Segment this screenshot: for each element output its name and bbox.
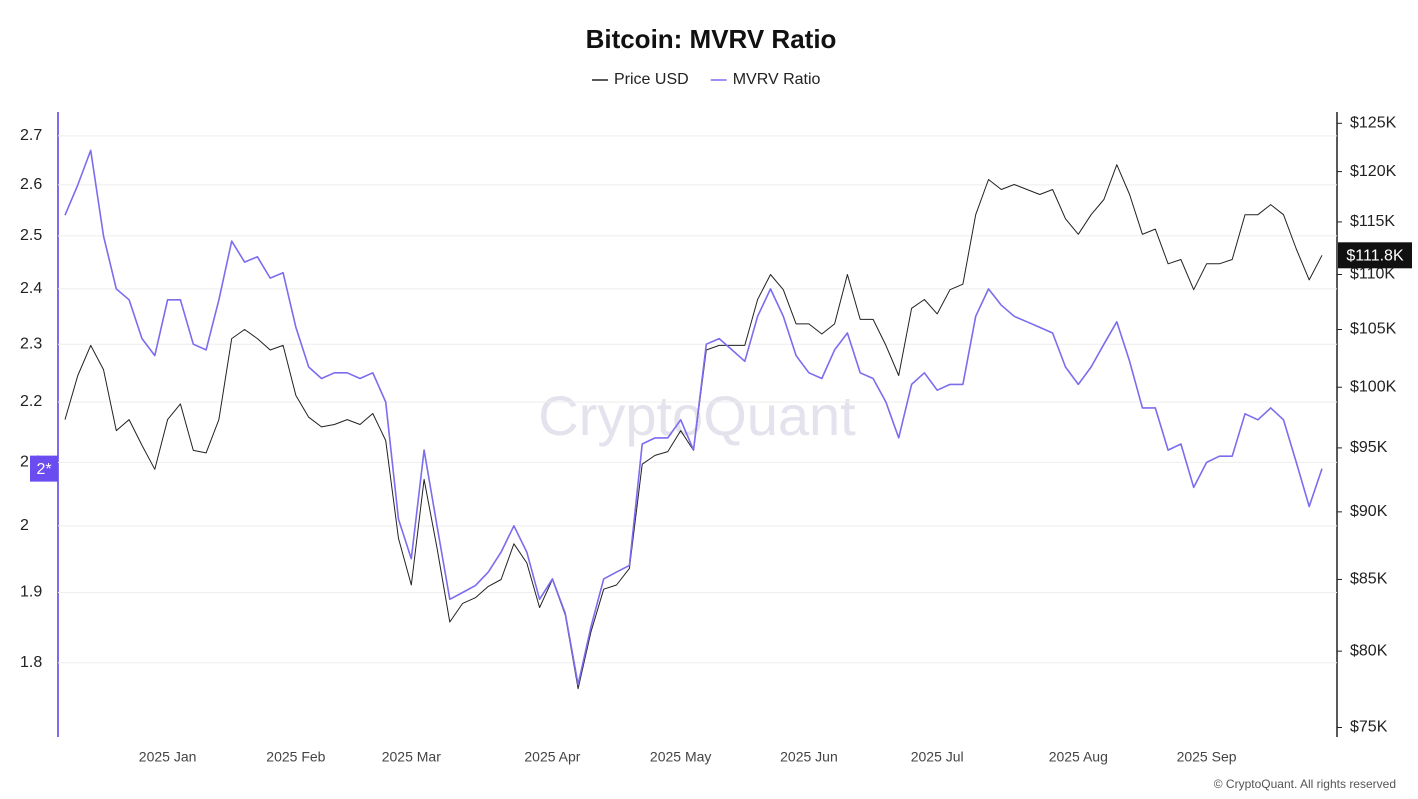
legend-label: Price USD bbox=[614, 71, 689, 88]
x-tick-label: 2025 May bbox=[650, 749, 711, 765]
y2-tick-label: $95K bbox=[1350, 439, 1388, 456]
series-line bbox=[64, 149, 1323, 686]
y2-tick-label: $110K bbox=[1350, 266, 1395, 283]
x-tick-label: 2025 Apr bbox=[524, 749, 580, 765]
y-tick-label: 1.8 bbox=[20, 654, 42, 671]
y2-tick-label: $75K bbox=[1350, 719, 1388, 736]
x-tick-label: 2025 Jul bbox=[911, 749, 964, 765]
x-tick-label: 2025 Jan bbox=[139, 749, 197, 765]
y2-tick-label: $125K bbox=[1350, 115, 1397, 132]
last-value-label: $111.8K bbox=[1346, 248, 1404, 265]
y-tick-label: 2.7 bbox=[20, 127, 42, 144]
y-tick-label: 2.2 bbox=[20, 393, 42, 410]
x-tick-label: 2025 Aug bbox=[1049, 749, 1108, 765]
y2-tick-label: $115K bbox=[1350, 213, 1395, 230]
last-value-box bbox=[30, 455, 58, 482]
y2-tick-label: $100K bbox=[1350, 378, 1397, 395]
y2-tick-label: $80K bbox=[1350, 642, 1388, 659]
chart-title: Bitcoin: MVRV Ratio bbox=[586, 24, 837, 54]
y-tick-label: 2.6 bbox=[20, 176, 42, 193]
y-tick-label: 2 bbox=[20, 517, 29, 534]
x-tick-label: 2025 Mar bbox=[382, 749, 441, 765]
x-tick-label: 2025 Jun bbox=[780, 749, 838, 765]
credit: © CryptoQuant. All rights reserved bbox=[1214, 777, 1396, 791]
x-tick-label: 2025 Sep bbox=[1177, 749, 1237, 765]
y2-tick-label: $120K bbox=[1350, 163, 1397, 180]
legend-label: MVRV Ratio bbox=[733, 71, 821, 88]
y2-tick-label: $105K bbox=[1350, 321, 1397, 338]
x-tick-label: 2025 Feb bbox=[266, 749, 325, 765]
y-tick-label: 1.9 bbox=[20, 584, 42, 601]
last-value-label: 2* bbox=[36, 461, 51, 478]
y-tick-label: 2.3 bbox=[20, 335, 42, 352]
y2-tick-label: $85K bbox=[1350, 571, 1388, 588]
y2-tick-label: $90K bbox=[1350, 503, 1388, 520]
y-tick-label: 2.5 bbox=[20, 227, 42, 244]
last-value-box bbox=[1338, 242, 1412, 269]
y-tick-label: 2.4 bbox=[20, 280, 42, 297]
